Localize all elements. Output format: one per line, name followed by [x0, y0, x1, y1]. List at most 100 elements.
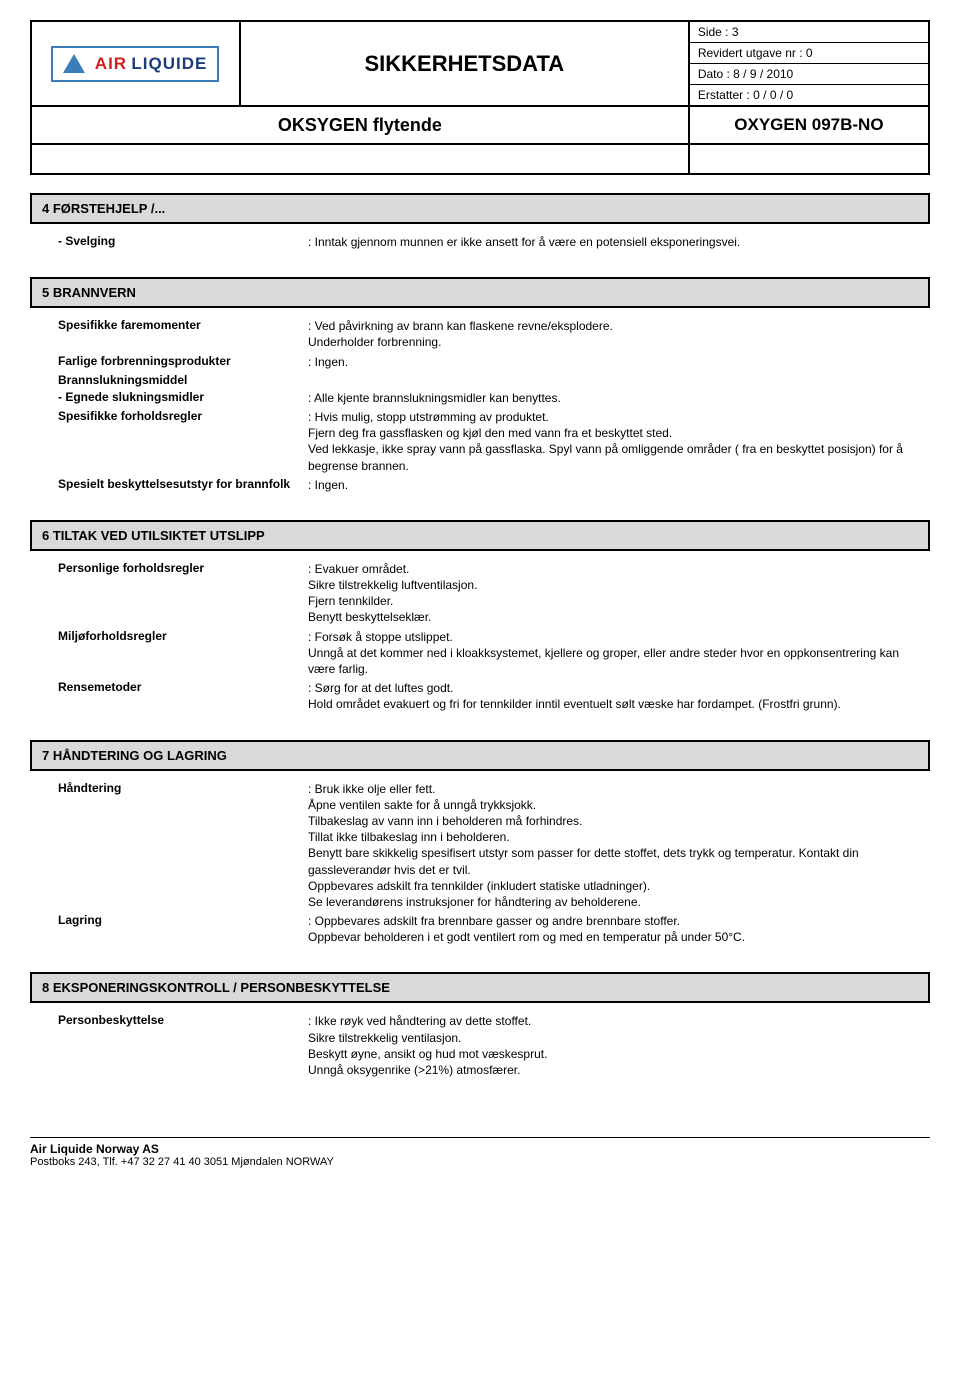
kv-value-line: Benytt bare skikkelig spesifisert utstyr… [308, 845, 920, 877]
kv-value-line: : Bruk ikke olje eller fett. [308, 781, 920, 797]
kv-value: : Hvis mulig, stopp utstrømming av produ… [308, 409, 920, 474]
kv-value: : Alle kjente brannslukningsmidler kan b… [308, 390, 920, 406]
logo: AIR LIQUIDE [51, 46, 219, 82]
kv-value-line: Fjern deg fra gassflasken og kjøl den me… [308, 425, 920, 441]
kv-value-line: Beskytt øyne, ansikt og hud mot væskespr… [308, 1046, 920, 1062]
kv-label: - Svelging [58, 234, 308, 248]
section-7-title: 7 HÅNDTERING OG LAGRING [30, 740, 930, 771]
kv-value: : Ingen. [308, 477, 920, 493]
kv-value-line: Fjern tennkilder. [308, 593, 920, 609]
section-5-body: Spesifikke faremomenter: Ved påvirkning … [30, 308, 930, 502]
kv-value: : Inntak gjennom munnen er ikke ansett f… [308, 234, 920, 250]
kv-value-line: Oppbevares adskilt fra tennkilder (inklu… [308, 878, 920, 894]
kv-value: : Oppbevares adskilt fra brennbare gasse… [308, 913, 920, 945]
section-5-title: 5 BRANNVERN [30, 277, 930, 308]
meta-replaces: Erstatter : 0 / 0 / 0 [690, 85, 928, 106]
product-code: OXYGEN 097B-NO [689, 106, 929, 144]
kv-value-line: Hold området evakuert og fri for tennkil… [308, 696, 920, 712]
kv-value-line: Unngå at det kommer ned i kloakksystemet… [308, 645, 920, 677]
kv-row: Rensemetoder: Sørg for at det luftes god… [58, 680, 920, 712]
kv-value-line: Benytt beskyttelseklær. [308, 609, 920, 625]
section-8-body: Personbeskyttelse: Ikke røyk ved håndter… [30, 1003, 930, 1087]
kv-label: Rensemetoder [58, 680, 308, 694]
kv-value-line: : Oppbevares adskilt fra brennbare gasse… [308, 913, 920, 929]
kv-value-line: Sikre tilstrekkelig luftventilasjon. [308, 577, 920, 593]
product-name: OKSYGEN flytende [31, 106, 689, 144]
kv-row: Personlige forholdsregler: Evakuer områd… [58, 561, 920, 626]
kv-label: Håndtering [58, 781, 308, 795]
page: AIR LIQUIDE SIKKERHETSDATA Side : 3 Revi… [0, 0, 960, 1188]
kv-value-line: : Evakuer området. [308, 561, 920, 577]
kv-value-line: : Sørg for at det luftes godt. [308, 680, 920, 696]
kv-value-line: : Ingen. [308, 354, 920, 370]
kv-value: : Evakuer området.Sikre tilstrekkelig lu… [308, 561, 920, 626]
kv-label: - Egnede slukningsmidler [58, 390, 308, 404]
kv-value-line: Unngå oksygenrike (>21%) atmosfærer. [308, 1062, 920, 1078]
kv-value-line: Underholder forbrenning. [308, 334, 920, 350]
kv-value-line: : Forsøk å stoppe utslippet. [308, 629, 920, 645]
section-8: 8 EKSPONERINGSKONTROLL / PERSONBESKYTTEL… [30, 972, 930, 1087]
section-6-title: 6 TILTAK VED UTILSIKTET UTSLIPP [30, 520, 930, 551]
kv-value-line: Sikre tilstrekkelig ventilasjon. [308, 1030, 920, 1046]
kv-row: Miljøforholdsregler: Forsøk å stoppe uts… [58, 629, 920, 678]
kv-value-line: Oppbevar beholderen i et godt ventilert … [308, 929, 920, 945]
kv-label: Farlige forbrenningsprodukter [58, 354, 308, 368]
kv-value-line: : Ved påvirkning av brann kan flaskene r… [308, 318, 920, 334]
kv-value: : Sørg for at det luftes godt.Hold områd… [308, 680, 920, 712]
kv-value: : Bruk ikke olje eller fett.Åpne ventile… [308, 781, 920, 911]
kv-row: Personbeskyttelse: Ikke røyk ved håndter… [58, 1013, 920, 1078]
blank-row-left [31, 144, 689, 174]
section-8-title: 8 EKSPONERINGSKONTROLL / PERSONBESKYTTEL… [30, 972, 930, 1003]
section-4: 4 FØRSTEHJELP /... - Svelging : Inntak g… [30, 193, 930, 259]
kv-row: Håndtering: Bruk ikke olje eller fett.Åp… [58, 781, 920, 911]
footer-company: Air Liquide Norway AS [30, 1142, 930, 1156]
footer: Air Liquide Norway AS Postboks 243, Tlf.… [30, 1138, 930, 1178]
meta-cell: Side : 3 Revidert utgave nr : 0 Dato : 8… [689, 21, 929, 106]
kv-value-line: Tilbakeslag av vann inn i beholderen må … [308, 813, 920, 829]
section-4-title: 4 FØRSTEHJELP /... [30, 193, 930, 224]
kv-value-line: : Ikke røyk ved håndtering av dette stof… [308, 1013, 920, 1029]
logo-air: AIR [95, 54, 127, 73]
kv-label: Brannslukningsmiddel [58, 373, 308, 387]
kv-value: : Ved påvirkning av brann kan flaskene r… [308, 318, 920, 350]
section-6-body: Personlige forholdsregler: Evakuer områd… [30, 551, 930, 722]
kv-row: Spesielt beskyttelsesutstyr for brannfol… [58, 477, 920, 493]
section-7-body: Håndtering: Bruk ikke olje eller fett.Åp… [30, 771, 930, 955]
kv-value-line: Åpne ventilen sakte for å unngå trykksjo… [308, 797, 920, 813]
footer-address: Postboks 243, Tlf. +47 32 27 41 40 3051 … [30, 1156, 930, 1168]
section-4-body: - Svelging : Inntak gjennom munnen er ik… [30, 224, 930, 259]
kv-row: Spesifikke faremomenter: Ved påvirkning … [58, 318, 920, 350]
kv-value: : Ikke røyk ved håndtering av dette stof… [308, 1013, 920, 1078]
section-7: 7 HÅNDTERING OG LAGRING Håndtering: Bruk… [30, 740, 930, 955]
kv-row: - Svelging : Inntak gjennom munnen er ik… [58, 234, 920, 250]
kv-row: - Egnede slukningsmidler: Alle kjente br… [58, 390, 920, 406]
kv-label: Personbeskyttelse [58, 1013, 308, 1027]
kv-value-line: Tillat ikke tilbakeslag inn i beholderen… [308, 829, 920, 845]
kv-label: Lagring [58, 913, 308, 927]
kv-label: Spesielt beskyttelsesutstyr for brannfol… [58, 477, 308, 491]
kv-value-line: Se leverandørens instruksjoner for håndt… [308, 894, 920, 910]
kv-value: : Forsøk å stoppe utslippet.Unngå at det… [308, 629, 920, 678]
blank-row-right [689, 144, 929, 174]
meta-revision: Revidert utgave nr : 0 [690, 43, 928, 64]
section-6: 6 TILTAK VED UTILSIKTET UTSLIPP Personli… [30, 520, 930, 722]
meta-date: Dato : 8 / 9 / 2010 [690, 64, 928, 85]
section-5: 5 BRANNVERN Spesifikke faremomenter: Ved… [30, 277, 930, 502]
header-table: AIR LIQUIDE SIKKERHETSDATA Side : 3 Revi… [30, 20, 930, 175]
kv-row: Brannslukningsmiddel [58, 373, 920, 387]
meta-page: Side : 3 [690, 22, 928, 43]
kv-value-line: : Alle kjente brannslukningsmidler kan b… [308, 390, 920, 406]
kv-value-line: : Ingen. [308, 477, 920, 493]
kv-label: Miljøforholdsregler [58, 629, 308, 643]
logo-liquide: LIQUIDE [131, 54, 207, 73]
kv-row: Spesifikke forholdsregler: Hvis mulig, s… [58, 409, 920, 474]
kv-row: Lagring: Oppbevares adskilt fra brennbar… [58, 913, 920, 945]
kv-label: Spesifikke forholdsregler [58, 409, 308, 423]
doc-title: SIKKERHETSDATA [240, 21, 689, 106]
logo-triangle-icon [63, 54, 85, 73]
kv-label: Personlige forholdsregler [58, 561, 308, 575]
kv-label: Spesifikke faremomenter [58, 318, 308, 332]
kv-value-line: : Hvis mulig, stopp utstrømming av produ… [308, 409, 920, 425]
kv-value-line: Ved lekkasje, ikke spray vann på gassfla… [308, 441, 920, 473]
logo-cell: AIR LIQUIDE [31, 21, 240, 106]
